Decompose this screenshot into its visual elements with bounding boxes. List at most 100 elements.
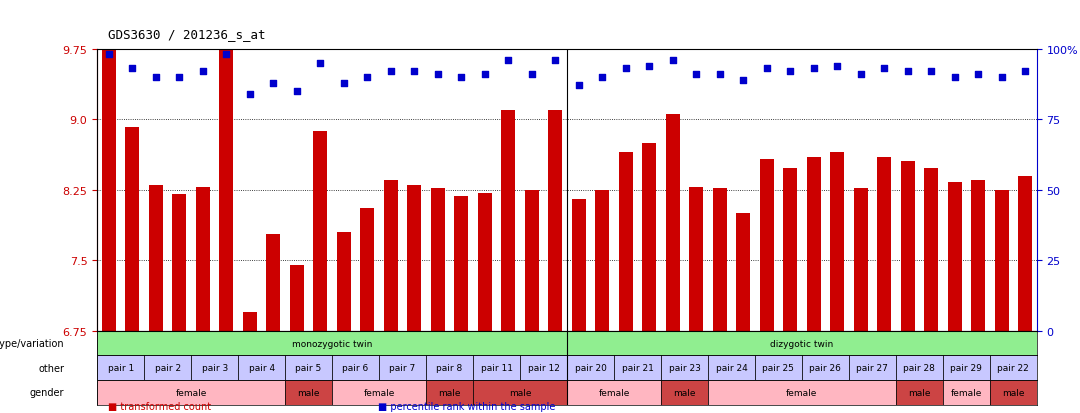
Text: female: female <box>786 388 818 397</box>
Bar <box>713 188 727 331</box>
Text: female: female <box>363 388 395 397</box>
Text: male: male <box>509 388 531 397</box>
FancyBboxPatch shape <box>379 356 426 380</box>
Point <box>876 66 893 73</box>
Point <box>382 69 400 75</box>
Bar <box>877 157 891 331</box>
Text: male: male <box>908 388 931 397</box>
Text: pair 11: pair 11 <box>481 363 513 372</box>
Text: pair 26: pair 26 <box>809 363 841 372</box>
FancyBboxPatch shape <box>333 380 426 405</box>
Bar <box>407 185 421 331</box>
Bar <box>455 197 469 331</box>
Bar <box>665 115 679 331</box>
Bar <box>549 111 563 331</box>
Bar <box>149 185 163 331</box>
Point <box>617 66 634 73</box>
Bar <box>924 169 939 331</box>
Bar <box>831 153 845 331</box>
Bar <box>361 209 375 331</box>
Text: female: female <box>950 388 982 397</box>
Bar <box>619 153 633 331</box>
Point <box>852 71 869 78</box>
FancyBboxPatch shape <box>521 356 567 380</box>
Point <box>828 63 846 70</box>
Text: pair 25: pair 25 <box>762 363 795 372</box>
FancyBboxPatch shape <box>708 380 896 405</box>
FancyBboxPatch shape <box>755 356 801 380</box>
Point <box>805 66 822 73</box>
Bar <box>643 143 657 331</box>
Point <box>922 69 940 75</box>
Text: pair 1: pair 1 <box>108 363 134 372</box>
Bar <box>267 234 281 331</box>
FancyBboxPatch shape <box>708 356 755 380</box>
Point <box>734 77 752 84</box>
Point <box>688 71 705 78</box>
Point <box>171 74 188 81</box>
FancyBboxPatch shape <box>238 356 285 380</box>
Point <box>100 52 118 59</box>
Point <box>970 71 987 78</box>
Point <box>218 52 235 59</box>
FancyBboxPatch shape <box>97 380 285 405</box>
FancyBboxPatch shape <box>426 380 473 405</box>
Bar <box>571 199 585 331</box>
Text: pair 21: pair 21 <box>621 363 653 372</box>
Point <box>899 69 916 75</box>
Bar <box>995 190 1009 331</box>
Point <box>523 71 540 78</box>
FancyBboxPatch shape <box>97 356 145 380</box>
Text: pair 12: pair 12 <box>527 363 559 372</box>
FancyBboxPatch shape <box>567 380 661 405</box>
Text: pair 3: pair 3 <box>202 363 228 372</box>
Bar <box>501 111 515 331</box>
Point <box>546 57 564 64</box>
Text: male: male <box>297 388 320 397</box>
FancyBboxPatch shape <box>567 356 613 380</box>
FancyBboxPatch shape <box>943 356 989 380</box>
Text: monozygotic twin: monozygotic twin <box>292 339 373 348</box>
Text: pair 4: pair 4 <box>248 363 274 372</box>
Text: female: female <box>598 388 630 397</box>
Point <box>570 83 588 90</box>
FancyBboxPatch shape <box>989 356 1037 380</box>
FancyBboxPatch shape <box>801 356 849 380</box>
Point <box>711 71 728 78</box>
Text: pair 24: pair 24 <box>716 363 747 372</box>
FancyBboxPatch shape <box>661 380 708 405</box>
Text: pair 7: pair 7 <box>390 363 416 372</box>
Bar <box>525 190 539 331</box>
Bar <box>125 127 139 331</box>
Point <box>147 74 164 81</box>
Point <box>453 74 470 81</box>
Point <box>241 91 258 98</box>
Point <box>594 74 611 81</box>
Bar <box>195 188 210 331</box>
FancyBboxPatch shape <box>989 380 1037 405</box>
Text: pair 22: pair 22 <box>998 363 1029 372</box>
Text: male: male <box>438 388 461 397</box>
Text: male: male <box>1002 388 1025 397</box>
Point <box>124 66 141 73</box>
Bar <box>971 181 985 331</box>
Bar <box>807 157 821 331</box>
Bar <box>383 181 397 331</box>
Text: pair 28: pair 28 <box>903 363 935 372</box>
Point <box>476 71 494 78</box>
Bar <box>477 193 491 331</box>
Point <box>312 60 329 67</box>
FancyBboxPatch shape <box>943 380 989 405</box>
Bar <box>219 50 233 331</box>
Bar <box>1018 176 1032 331</box>
FancyBboxPatch shape <box>849 356 896 380</box>
Text: pair 5: pair 5 <box>296 363 322 372</box>
Bar <box>853 188 867 331</box>
FancyBboxPatch shape <box>333 356 379 380</box>
Text: GDS3630 / 201236_s_at: GDS3630 / 201236_s_at <box>108 28 266 41</box>
Text: pair 29: pair 29 <box>950 363 983 372</box>
Bar <box>901 162 915 331</box>
FancyBboxPatch shape <box>426 356 473 380</box>
Bar <box>947 183 961 331</box>
Y-axis label: other: other <box>38 363 65 373</box>
